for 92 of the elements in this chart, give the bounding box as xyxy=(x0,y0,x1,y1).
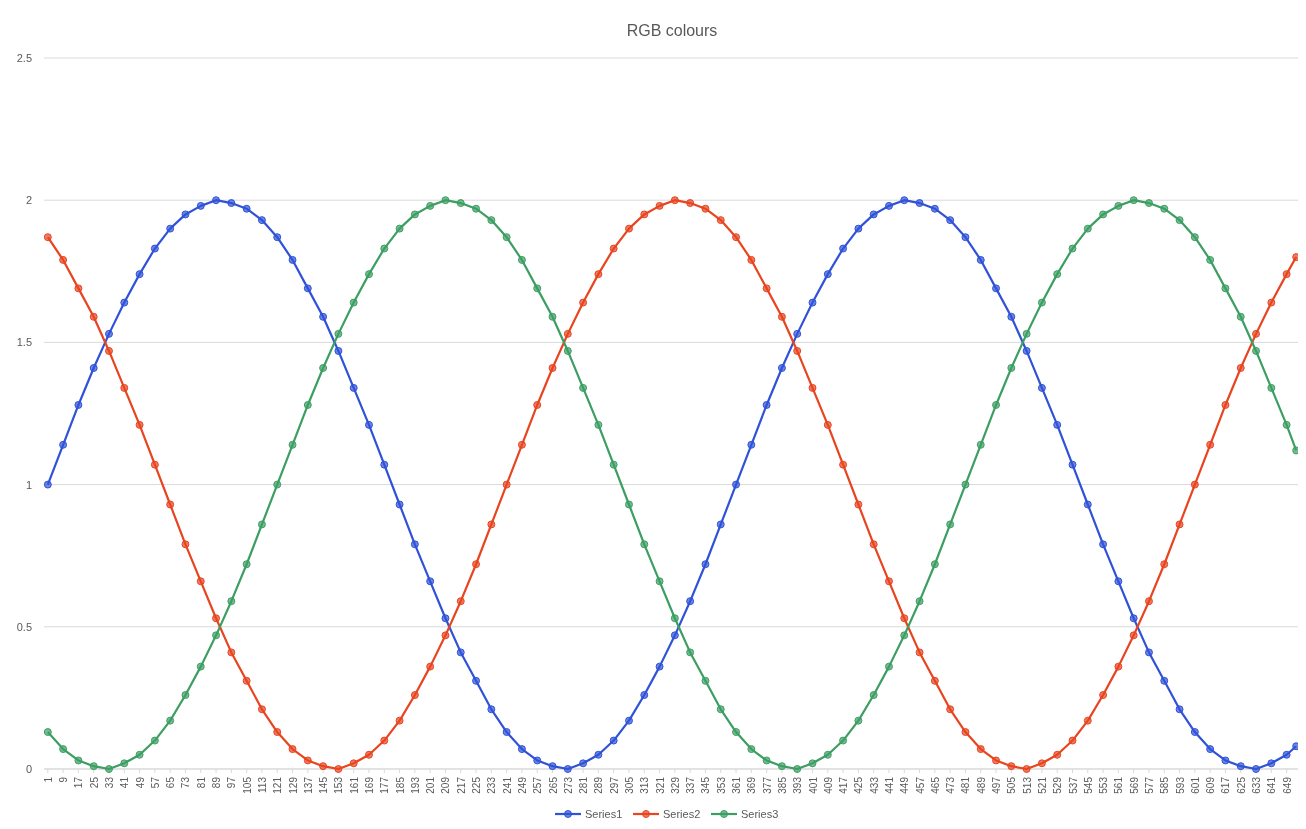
x-tick-label: 593 xyxy=(1174,776,1186,794)
x-tick-label: 521 xyxy=(1036,776,1048,794)
x-tick-label: 81 xyxy=(195,776,207,789)
x-tick-label: 617 xyxy=(1220,776,1232,794)
legend-label: Series2 xyxy=(663,808,701,820)
x-tick-label: 177 xyxy=(379,776,391,794)
x-tick-label: 17 xyxy=(73,776,85,789)
x-tick-label: 185 xyxy=(394,776,406,794)
y-tick-label: 2 xyxy=(25,194,32,207)
x-tick-label: 137 xyxy=(302,776,314,794)
x-tick-label: 353 xyxy=(715,776,727,794)
x-tick-label: 73 xyxy=(180,776,192,789)
x-tick-label: 209 xyxy=(440,776,452,794)
x-tick-label: 313 xyxy=(639,776,651,794)
x-tick-label: 433 xyxy=(868,776,880,794)
legend-label: Series3 xyxy=(741,808,779,820)
chart-title: RGB colours xyxy=(626,22,718,39)
x-tick-label: 441 xyxy=(883,776,895,794)
x-tick-label: 545 xyxy=(1082,776,1094,794)
x-tick-label: 369 xyxy=(746,776,758,794)
x-tick-label: 121 xyxy=(272,776,284,794)
x-tick-label: 241 xyxy=(501,776,513,794)
x-tick-label: 633 xyxy=(1251,776,1263,794)
x-tick-label: 281 xyxy=(578,776,590,794)
x-tick-label: 105 xyxy=(241,776,253,794)
x-tick-label: 553 xyxy=(1098,776,1110,794)
y-tick-label: 0 xyxy=(25,763,32,775)
x-tick-label: 409 xyxy=(822,776,834,794)
x-tick-label: 609 xyxy=(1205,776,1217,794)
y-tick-label: 1 xyxy=(25,478,32,491)
x-tick-label: 113 xyxy=(256,776,268,793)
x-tick-label: 201 xyxy=(425,776,437,794)
x-tick-label: 481 xyxy=(960,776,972,794)
x-tick-label: 569 xyxy=(1128,776,1140,794)
x-tick-label: 249 xyxy=(516,776,528,794)
x-tick-label: 41 xyxy=(119,776,131,789)
x-tick-label: 233 xyxy=(486,776,498,794)
x-tick-label: 97 xyxy=(226,776,238,789)
x-tick-label: 625 xyxy=(1235,776,1247,794)
y-tick-label: 0.5 xyxy=(16,620,32,633)
x-tick-label: 385 xyxy=(776,776,788,794)
x-tick-label: 401 xyxy=(807,776,819,794)
x-tick-label: 273 xyxy=(562,776,574,794)
x-tick-label: 265 xyxy=(547,776,559,794)
x-tick-label: 489 xyxy=(975,776,987,794)
x-tick-label: 297 xyxy=(608,776,620,794)
x-tick-label: 457 xyxy=(914,776,926,794)
x-tick-label: 393 xyxy=(792,776,804,794)
x-tick-label: 649 xyxy=(1281,776,1293,794)
x-tick-label: 417 xyxy=(838,776,850,794)
x-tick-label: 153 xyxy=(333,776,345,794)
x-tick-label: 505 xyxy=(1006,776,1018,794)
x-tick-label: 89 xyxy=(211,776,223,789)
x-tick-label: 217 xyxy=(455,776,467,794)
x-tick-label: 321 xyxy=(654,776,666,794)
x-tick-label: 529 xyxy=(1052,776,1064,794)
y-tick-label: 1.5 xyxy=(16,336,32,349)
x-tick-label: 337 xyxy=(685,776,697,794)
x-tick-label: 193 xyxy=(409,776,421,794)
x-tick-label: 25 xyxy=(88,776,100,789)
x-tick-label: 465 xyxy=(929,776,941,794)
x-tick-label: 257 xyxy=(532,776,544,794)
x-tick-label: 329 xyxy=(669,776,681,794)
x-tick-label: 305 xyxy=(623,776,635,794)
x-tick-label: 641 xyxy=(1266,776,1278,794)
x-tick-label: 561 xyxy=(1113,776,1125,794)
x-tick-label: 161 xyxy=(348,776,360,794)
x-tick-label: 57 xyxy=(149,776,161,789)
x-tick-label: 49 xyxy=(134,776,146,789)
x-tick-label: 169 xyxy=(363,776,375,794)
x-tick-label: 1 xyxy=(42,776,54,783)
x-tick-label: 33 xyxy=(104,776,115,789)
x-tick-label: 585 xyxy=(1159,776,1171,794)
x-tick-label: 361 xyxy=(731,776,743,794)
x-tick-label: 449 xyxy=(899,776,911,794)
x-tick-label: 537 xyxy=(1067,776,1079,794)
x-tick-label: 425 xyxy=(853,776,865,794)
x-tick-label: 225 xyxy=(471,776,483,794)
x-tick-label: 129 xyxy=(287,776,299,794)
x-tick-label: 577 xyxy=(1143,776,1155,794)
x-tick-label: 513 xyxy=(1021,776,1033,794)
x-tick-label: 145 xyxy=(318,776,330,794)
x-tick-label: 65 xyxy=(165,776,177,789)
x-tick-label: 473 xyxy=(945,776,957,794)
y-tick-label: 2.5 xyxy=(16,52,32,64)
legend-label: Series1 xyxy=(585,808,623,820)
x-tick-label: 345 xyxy=(700,776,712,794)
x-tick-label: 601 xyxy=(1189,776,1201,794)
x-tick-label: 497 xyxy=(991,776,1003,794)
x-tick-label: 377 xyxy=(761,776,773,794)
x-tick-label: 9 xyxy=(58,776,70,783)
x-tick-label: 289 xyxy=(593,776,605,794)
